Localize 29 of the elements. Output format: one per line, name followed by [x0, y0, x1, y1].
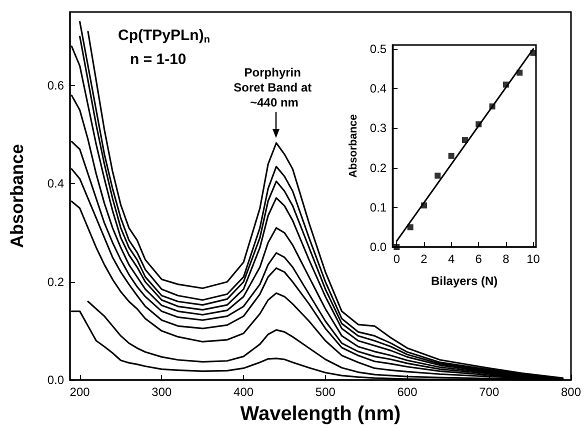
x-tick-label: 10: [526, 252, 540, 266]
y-tick-label: 0.3: [370, 121, 387, 136]
x-tick-label: 8: [502, 252, 510, 266]
y-tick-label: 0.4: [47, 176, 64, 191]
y-tick-label: 0.5: [370, 42, 387, 56]
x-tick-label: 6: [475, 252, 482, 266]
x-tick-label: 500: [315, 385, 336, 399]
annotation: n = 1-10: [130, 51, 186, 68]
x-tick-label: 800: [560, 385, 582, 399]
y-tick-label: 0.1: [370, 200, 387, 214]
x-axis-title: Bilayers (N): [430, 274, 498, 288]
x-tick-label: 4: [448, 252, 455, 266]
y-tick-label: 0.2: [47, 274, 64, 289]
x-tick-label: 700: [479, 385, 500, 399]
x-axis-title: Wavelength (nm): [240, 403, 401, 425]
annotation: Porphyrin Soret Band at ~440 nm: [234, 66, 315, 110]
y-axis-title: Absorbance: [348, 114, 360, 178]
y-tick-label: 0.2: [370, 160, 387, 175]
y-tick-label: 0.0: [47, 373, 64, 387]
x-tick-label: 600: [397, 385, 418, 399]
y-tick-label: 0.6: [47, 78, 64, 93]
y-tick-label: 0.4: [370, 82, 387, 96]
x-tick-label: 0: [393, 252, 400, 266]
x-tick-label: 2: [420, 252, 428, 266]
y-tick-label: 0.0: [370, 240, 387, 254]
y-axis-title: Absorbance: [7, 144, 27, 248]
x-tick-label: 300: [152, 385, 172, 399]
x-tick-label: 400: [234, 385, 254, 399]
x-tick-label: 200: [70, 385, 90, 399]
